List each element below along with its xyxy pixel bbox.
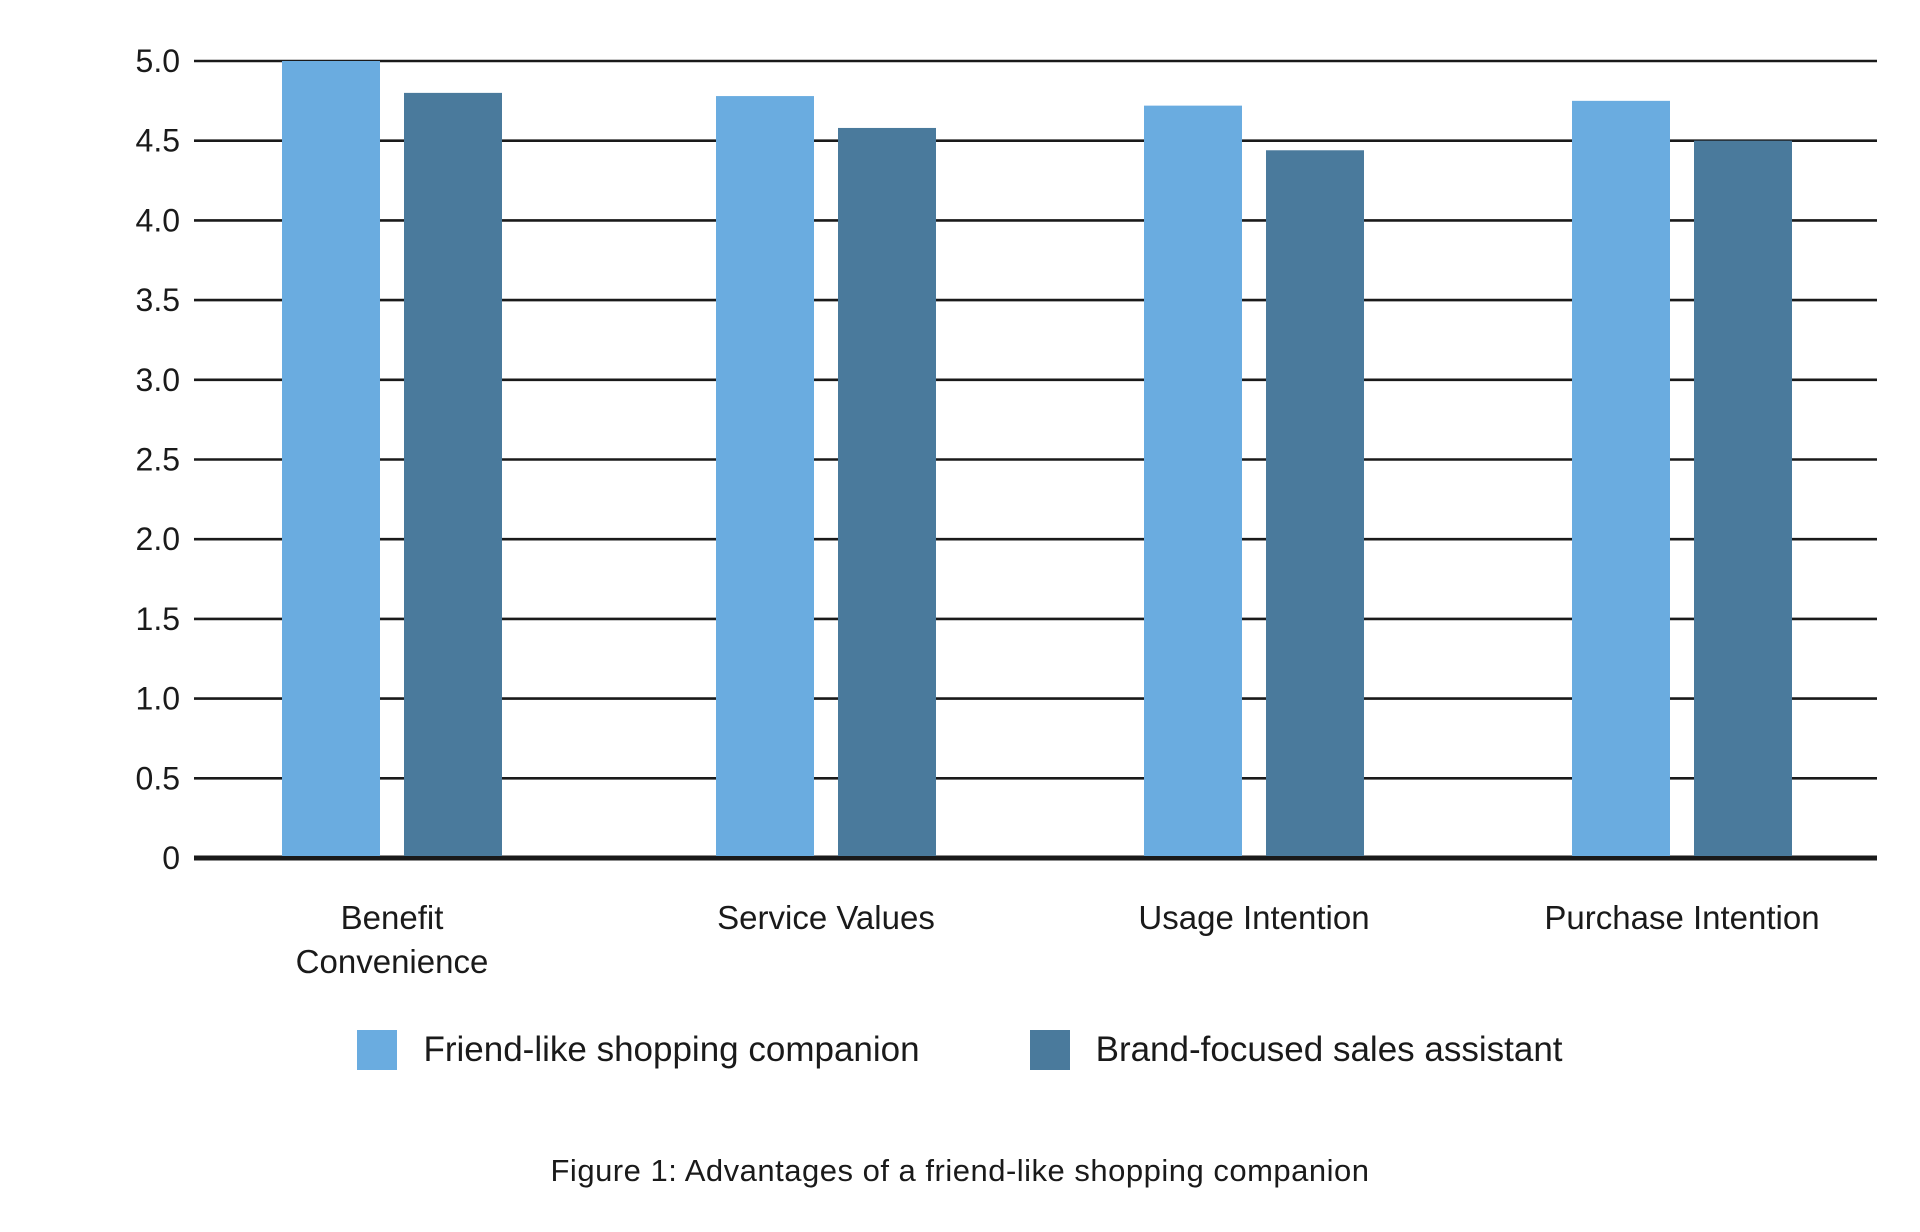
- category-label: Convenience: [296, 943, 489, 980]
- legend-swatch-friend-like: [357, 1030, 398, 1070]
- legend-item-friend-like: Friend-like shopping companion: [357, 1030, 920, 1070]
- category-labels: Benefit Convenience Service Values Usage In…: [296, 899, 1820, 980]
- bar-brand-focused-2: [1266, 150, 1364, 857]
- legend-label-brand-focused: Brand-focused sales assistant: [1095, 1030, 1563, 1069]
- y-tick-label: 0.5: [136, 760, 180, 796]
- figure-caption: Figure 1: Advantages of a friend-like sh…: [550, 1153, 1370, 1188]
- y-tick-label: 2.0: [136, 521, 180, 557]
- y-axis-ticks: 0 0.5 1.0 1.5 2.0 2.5 3.0 3.5 4.0 4.5 5.0: [136, 43, 180, 876]
- y-tick-label: 5.0: [136, 43, 180, 79]
- category-label: Purchase Intention: [1544, 899, 1819, 936]
- y-tick-label: 0: [162, 840, 180, 876]
- bar-brand-focused-3: [1694, 140, 1792, 856]
- y-tick-label: 3.5: [136, 282, 180, 318]
- bar-friend-like-2: [1144, 105, 1242, 856]
- category-label: Service Values: [717, 899, 935, 936]
- legend-swatch-brand-focused: [1029, 1030, 1070, 1070]
- legend: Friend-like shopping companion Brand-foc…: [0, 1030, 1920, 1070]
- y-tick-label: 4.0: [136, 202, 180, 238]
- y-tick-label: 3.0: [136, 362, 180, 398]
- bar-brand-focused-1: [838, 127, 936, 856]
- category-label: Usage Intention: [1138, 899, 1369, 936]
- bars: [282, 61, 1792, 857]
- bar-friend-like-3: [1572, 100, 1670, 857]
- bar-friend-like-0: [282, 61, 380, 856]
- y-tick-label: 2.5: [136, 442, 180, 478]
- y-tick-label: 1.0: [136, 681, 180, 717]
- bar-friend-like-1: [716, 96, 814, 857]
- legend-label-friend-like: Friend-like shopping companion: [423, 1030, 920, 1069]
- category-label: Benefit: [341, 899, 444, 936]
- y-tick-label: 1.5: [136, 601, 180, 637]
- y-tick-label: 4.5: [136, 123, 180, 159]
- bar-brand-focused-0: [404, 92, 502, 856]
- legend-item-brand-focused: Brand-focused sales assistant: [1029, 1030, 1563, 1070]
- bar-chart: 0 0.5 1.0 1.5 2.0 2.5 3.0 3.5 4.0 4.5 5.0 Benefit C…: [136, 43, 1877, 980]
